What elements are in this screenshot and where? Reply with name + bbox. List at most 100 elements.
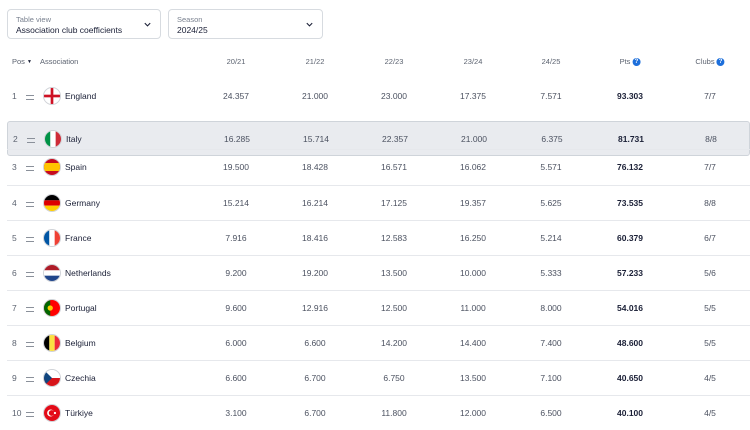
column-header-pos[interactable]: Pos ▼ <box>12 57 32 66</box>
position: 1 <box>12 91 17 101</box>
association-name[interactable]: England <box>65 91 97 101</box>
season-2122-value: 21.000 <box>302 91 328 101</box>
table-view-label: Table view <box>16 15 52 24</box>
position: 10 <box>12 408 22 418</box>
season-2021-value: 9.200 <box>225 268 247 278</box>
season-2223-value: 13.500 <box>381 268 407 278</box>
association-name[interactable]: Belgium <box>65 338 96 348</box>
points-value: 48.600 <box>617 338 643 348</box>
association-name[interactable]: Portugal <box>65 303 97 313</box>
points-value: 93.303 <box>617 91 643 101</box>
table-view-select[interactable]: Table view Association club coefficients <box>7 9 161 39</box>
season-2223-value: 6.750 <box>383 373 405 383</box>
column-header-pts: Pts? <box>620 57 641 66</box>
column-header-clubs-label: Clubs <box>695 57 715 66</box>
clubs-value: 5/5 <box>704 338 716 348</box>
season-select[interactable]: Season 2024/25 <box>168 9 323 39</box>
table-view-value: Association club coefficients <box>16 25 123 35</box>
season-2021-value: 24.357 <box>223 91 249 101</box>
england-flag-icon <box>43 87 61 105</box>
points-value: 81.731 <box>618 134 644 144</box>
clubs-value: 7/7 <box>704 162 716 172</box>
season-2223-value: 12.583 <box>381 233 407 243</box>
association-name[interactable]: Italy <box>66 134 82 144</box>
season-2425-value: 6.375 <box>541 134 563 144</box>
association-name[interactable]: Netherlands <box>65 268 111 278</box>
points-value: 76.132 <box>617 162 643 172</box>
season-2324-value: 16.062 <box>460 162 486 172</box>
season-2324-value: 11.000 <box>460 303 486 313</box>
table-row[interactable]: 7 Portugal 9.600 12.916 12.500 11.000 8.… <box>7 290 750 325</box>
table-row[interactable]: 2 Italy 16.285 15.714 22.357 21.000 6.37… <box>7 121 750 156</box>
column-header-2223: 22/23 <box>384 57 404 66</box>
position: 9 <box>12 373 17 383</box>
position-unchanged-icon <box>27 138 35 143</box>
position-unchanged-icon <box>26 202 34 207</box>
season-2021-value: 7.916 <box>225 233 247 243</box>
season-2021-value: 16.285 <box>224 134 250 144</box>
season-2324-value: 10.000 <box>460 268 486 278</box>
table-row[interactable]: 4 Germany 15.214 16.214 17.125 19.357 5.… <box>7 185 750 220</box>
table-row[interactable]: 9 Czechia 6.600 6.700 6.750 13.500 7.100… <box>7 360 750 395</box>
table-row[interactable]: 5 France 7.916 18.416 12.583 16.250 5.21… <box>7 220 750 255</box>
info-icon[interactable]: ? <box>632 58 641 66</box>
clubs-value: 5/5 <box>704 303 716 313</box>
season-2324-value: 21.000 <box>461 134 487 144</box>
position-unchanged-icon <box>26 237 34 242</box>
column-header-2324: 23/24 <box>463 57 483 66</box>
season-value: 2024/25 <box>177 25 208 35</box>
table-row[interactable]: 8 Belgium 6.000 6.600 14.200 14.400 7.40… <box>7 325 750 360</box>
points-value: 60.379 <box>617 233 643 243</box>
points-value: 40.650 <box>617 373 643 383</box>
association-name[interactable]: France <box>65 233 92 243</box>
season-2021-value: 6.000 <box>225 338 247 348</box>
season-2324-value: 14.400 <box>460 338 486 348</box>
column-header-pts-label: Pts <box>619 57 631 66</box>
points-value: 57.233 <box>617 268 643 278</box>
belgium-flag-icon <box>43 334 61 352</box>
association-name[interactable]: Spain <box>65 162 87 172</box>
column-header-clubs: Clubs? <box>695 57 725 66</box>
column-header-2021: 20/21 <box>226 57 246 66</box>
season-2425-value: 7.571 <box>540 91 562 101</box>
position-unchanged-icon <box>26 307 34 312</box>
position: 3 <box>12 162 17 172</box>
table-row[interactable]: 1 England 24.357 21.000 23.000 17.375 7.… <box>7 79 750 114</box>
association-name[interactable]: Türkiye <box>65 408 93 418</box>
season-2425-value: 7.400 <box>540 338 562 348</box>
points-value: 54.016 <box>617 303 643 313</box>
season-2425-value: 8.000 <box>540 303 562 313</box>
season-2021-value: 3.100 <box>225 408 247 418</box>
position-unchanged-icon <box>26 412 34 417</box>
season-2223-value: 12.500 <box>381 303 407 313</box>
association-name[interactable]: Czechia <box>65 373 96 383</box>
season-2021-value: 9.600 <box>225 303 247 313</box>
season-2122-value: 18.428 <box>302 162 328 172</box>
season-2021-value: 19.500 <box>223 162 249 172</box>
season-2324-value: 19.357 <box>460 198 486 208</box>
table-row[interactable]: 6 Netherlands 9.200 19.200 13.500 10.000… <box>7 255 750 290</box>
clubs-value: 8/8 <box>705 134 717 144</box>
season-2223-value: 11.800 <box>381 408 407 418</box>
table-row[interactable]: 10 Türkiye 3.100 6.700 11.800 12.000 6.5… <box>7 395 750 430</box>
points-value: 73.535 <box>617 198 643 208</box>
table-row[interactable]: 3 Spain 19.500 18.428 16.571 16.062 5.57… <box>7 149 750 184</box>
position: 8 <box>12 338 17 348</box>
clubs-value: 4/5 <box>704 408 716 418</box>
chevron-down-icon <box>144 22 151 27</box>
info-icon[interactable]: ? <box>716 58 725 66</box>
season-2425-value: 5.571 <box>540 162 562 172</box>
season-2425-value: 5.625 <box>540 198 562 208</box>
season-2324-value: 16.250 <box>460 233 486 243</box>
chevron-down-icon <box>306 22 313 27</box>
netherlands-flag-icon <box>43 264 61 282</box>
season-2122-value: 6.700 <box>304 373 326 383</box>
position: 7 <box>12 303 17 313</box>
position: 6 <box>12 268 17 278</box>
clubs-value: 7/7 <box>704 91 716 101</box>
column-header-pos-label: Pos <box>12 57 25 66</box>
association-name[interactable]: Germany <box>65 198 100 208</box>
season-2223-value: 23.000 <box>381 91 407 101</box>
position: 4 <box>12 198 17 208</box>
season-2425-value: 5.214 <box>540 233 562 243</box>
